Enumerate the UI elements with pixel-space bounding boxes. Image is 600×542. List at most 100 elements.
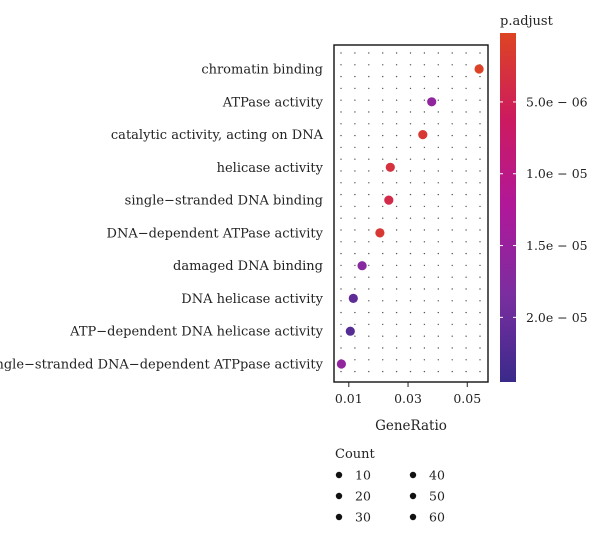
grid-dot bbox=[479, 323, 481, 326]
grid-dot bbox=[437, 311, 439, 314]
grid-dot bbox=[409, 99, 412, 101]
category-label: catalytic activity, acting on DNA bbox=[111, 128, 324, 143]
grid-dot bbox=[465, 370, 467, 373]
grid-dot bbox=[451, 158, 453, 160]
grid-dot bbox=[340, 217, 342, 219]
color-legend-label: 2.0e − 05 bbox=[526, 310, 588, 325]
grid-dot bbox=[451, 300, 453, 302]
grid-dot bbox=[479, 359, 481, 361]
grid-dot bbox=[465, 99, 467, 101]
grid-dot bbox=[340, 205, 342, 208]
grid-dot bbox=[409, 205, 412, 208]
grid-dot bbox=[354, 158, 356, 160]
grid-dot bbox=[437, 359, 439, 361]
grid-dot bbox=[368, 99, 370, 101]
grid-dot bbox=[354, 123, 356, 125]
grid-dot bbox=[340, 252, 342, 255]
grid-dot bbox=[479, 170, 481, 172]
grid-dot bbox=[409, 323, 412, 326]
grid-dot bbox=[382, 359, 384, 361]
grid-dot bbox=[354, 87, 356, 90]
grid-dot bbox=[382, 134, 384, 137]
grid-dot bbox=[423, 64, 426, 66]
grid-dot bbox=[423, 229, 426, 231]
grid-dot bbox=[354, 205, 356, 208]
grid-dot bbox=[437, 158, 439, 160]
grid-dot bbox=[423, 52, 426, 54]
grid-dot bbox=[409, 123, 412, 125]
grid-dot bbox=[423, 241, 426, 243]
grid-dot bbox=[423, 182, 426, 184]
grid-dot bbox=[395, 229, 398, 231]
grid-dot bbox=[479, 241, 481, 243]
grid-dot bbox=[451, 111, 453, 113]
grid-dot bbox=[354, 182, 356, 184]
grid-dot bbox=[451, 252, 453, 255]
grid-dot bbox=[340, 182, 342, 184]
grid-dot bbox=[465, 335, 467, 337]
grid-dot bbox=[395, 123, 398, 125]
grid-dot bbox=[423, 158, 426, 160]
grid-dot bbox=[451, 264, 453, 267]
grid-dot bbox=[354, 146, 356, 149]
x-tick-label: 0.05 bbox=[453, 391, 481, 406]
grid-dot bbox=[382, 288, 384, 290]
grid-dot bbox=[451, 123, 453, 125]
grid-dot bbox=[423, 264, 426, 267]
grid-dot bbox=[395, 111, 398, 113]
grid-dot bbox=[465, 252, 467, 255]
grid-dot bbox=[368, 52, 370, 54]
grid-dot bbox=[479, 311, 481, 314]
grid-dot bbox=[368, 288, 370, 290]
grid-dot bbox=[451, 170, 453, 172]
grid-dot bbox=[368, 323, 370, 326]
color-legend-label: 1.0e − 05 bbox=[526, 166, 588, 181]
grid-dot bbox=[479, 123, 481, 125]
grid-dot bbox=[382, 264, 384, 267]
grid-dot bbox=[423, 123, 426, 125]
grid-layer bbox=[340, 52, 481, 373]
grid-dot bbox=[465, 276, 467, 278]
grid-dot bbox=[479, 146, 481, 149]
grid-dot bbox=[423, 217, 426, 219]
grid-dot bbox=[479, 335, 481, 337]
grid-dot bbox=[409, 276, 412, 278]
grid-dot bbox=[340, 323, 342, 326]
grid-dot bbox=[451, 359, 453, 361]
grid-dot bbox=[409, 158, 412, 160]
grid-dot bbox=[465, 241, 467, 243]
grid-dot bbox=[409, 335, 412, 337]
grid-dot bbox=[451, 323, 453, 326]
grid-dot bbox=[340, 123, 342, 125]
category-label: single−stranded DNA−dependent ATPpase ac… bbox=[0, 358, 324, 373]
grid-dot bbox=[423, 370, 426, 373]
color-legend-label: 5.0e − 06 bbox=[526, 94, 588, 109]
grid-dot bbox=[340, 241, 342, 243]
grid-dot bbox=[409, 252, 412, 255]
grid-dot bbox=[451, 134, 453, 137]
size-legend-dot bbox=[335, 492, 343, 500]
grid-dot bbox=[368, 359, 370, 361]
grid-dot bbox=[368, 217, 370, 219]
grid-dot bbox=[368, 370, 370, 373]
grid-dot bbox=[340, 276, 342, 278]
size-legend-dot bbox=[409, 492, 417, 500]
grid-dot bbox=[451, 347, 453, 349]
size-legend-title: Count bbox=[335, 447, 376, 462]
grid-dot bbox=[465, 64, 467, 66]
grid-dot bbox=[479, 75, 481, 78]
grid-dot bbox=[479, 205, 481, 208]
grid-dot bbox=[395, 134, 398, 137]
size-legend-label: 50 bbox=[429, 489, 445, 504]
grid-dot bbox=[395, 276, 398, 278]
grid-dot bbox=[437, 300, 439, 302]
grid-dot bbox=[368, 229, 370, 231]
grid-dot bbox=[423, 99, 426, 101]
grid-dot bbox=[479, 158, 481, 160]
grid-dot bbox=[409, 170, 412, 172]
grid-dot bbox=[382, 347, 384, 349]
grid-dot bbox=[354, 134, 356, 137]
grid-dot bbox=[354, 370, 356, 373]
grid-dot bbox=[368, 347, 370, 349]
grid-dot bbox=[395, 288, 398, 290]
